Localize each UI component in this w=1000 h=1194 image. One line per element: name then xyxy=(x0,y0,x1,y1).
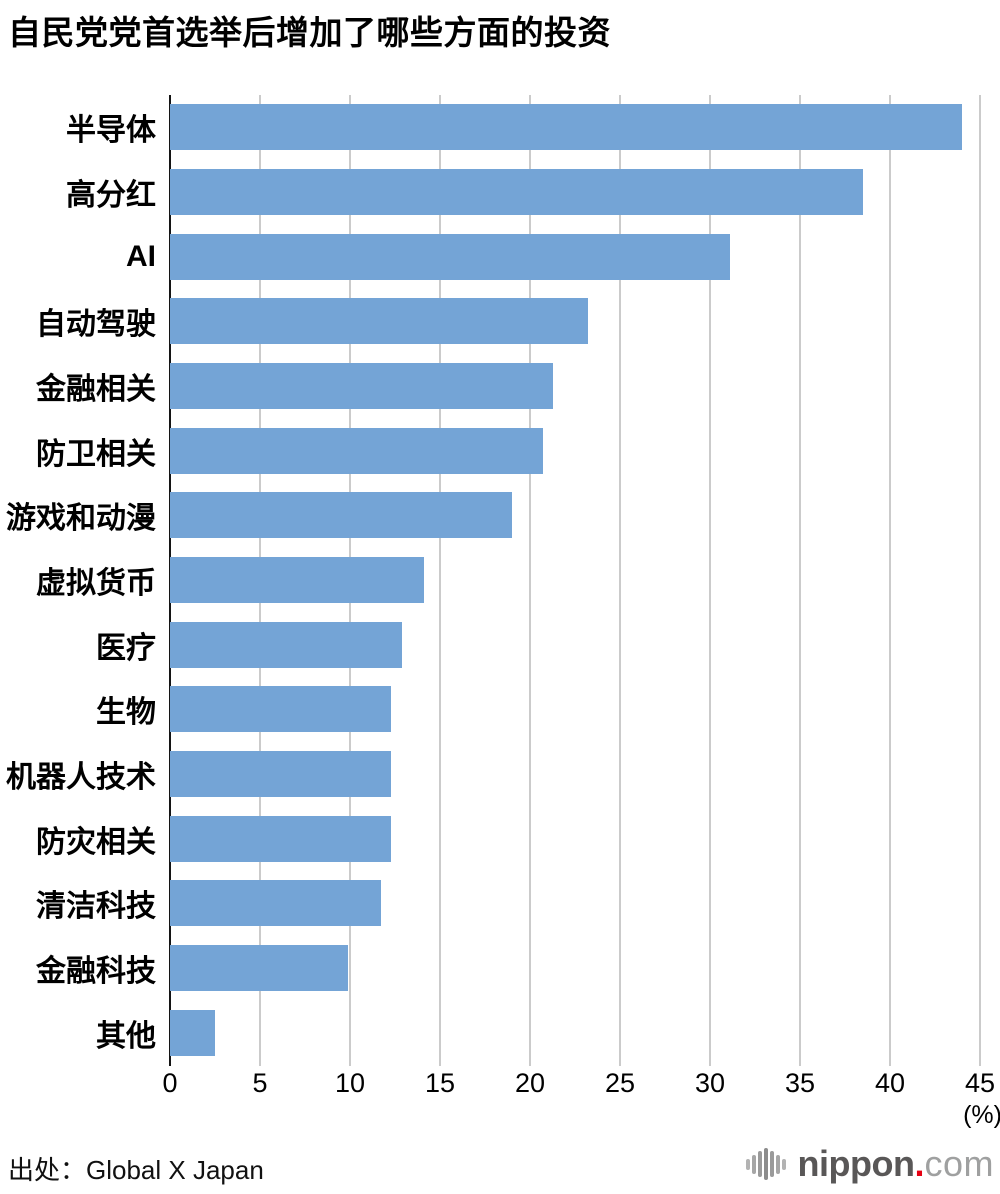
x-tick-label: 5 xyxy=(252,1068,268,1098)
category-label: 其他 xyxy=(96,1019,156,1053)
nippon-logo: nippon.com xyxy=(745,1146,994,1182)
bar xyxy=(170,751,392,798)
category-label: 高分红 xyxy=(66,179,156,212)
category-label: AI xyxy=(126,239,156,273)
bar xyxy=(170,880,381,927)
x-tick-label: 35 xyxy=(784,1068,816,1098)
x-tick-label: 25 xyxy=(604,1068,636,1098)
bar-row: 金融科技 xyxy=(0,936,1000,1001)
gridline xyxy=(708,95,711,1066)
category-label: 防卫相关 xyxy=(36,437,156,471)
logo-text-dot: . xyxy=(914,1143,925,1184)
bar-row: 自动驾驶 xyxy=(0,289,1000,354)
category-label: 机器人技术 xyxy=(6,761,156,795)
bar-row: 其他 xyxy=(0,1000,1000,1065)
bar xyxy=(170,557,424,604)
gridline xyxy=(889,95,891,1066)
bar xyxy=(170,233,730,280)
bar-row: 游戏和动漫 xyxy=(0,483,1000,548)
bar-row: 生物 xyxy=(0,677,1000,742)
bar xyxy=(170,1009,215,1056)
bar xyxy=(170,621,403,668)
nippon-logo-icon xyxy=(745,1146,786,1182)
bar-track xyxy=(170,751,980,798)
bar-track xyxy=(170,1009,980,1056)
x-tick-label: 45 xyxy=(964,1068,996,1098)
x-tick-label: 0 xyxy=(162,1068,178,1098)
bar xyxy=(170,686,392,733)
nippon-logo-text: nippon.com xyxy=(798,1146,994,1182)
bar xyxy=(170,169,863,215)
source-note: 出处：Global X Japan xyxy=(8,1155,264,1185)
logo-text-com: com xyxy=(924,1143,994,1184)
category-label: 清洁科技 xyxy=(36,890,156,924)
bar-row: AI xyxy=(0,224,1000,289)
bar-rows: 半导体高分红 AI 自动驾驶金融相关防卫相关游戏和动漫虚拟货币医疗生物机器人技术防灾… xyxy=(0,95,1000,1065)
bar-track xyxy=(170,686,980,733)
gridline xyxy=(529,95,531,1066)
gridline xyxy=(979,95,981,1066)
bar-row: 金融相关 xyxy=(0,354,1000,419)
bar-row: 防卫相关 xyxy=(0,418,1000,483)
bar xyxy=(170,427,543,474)
chart-title: 自民党党首选举后增加了哪些方面的投资 xyxy=(8,14,611,51)
gridline xyxy=(438,95,441,1066)
bar-row: 医疗 xyxy=(0,612,1000,677)
gridline xyxy=(799,95,801,1066)
category-label: 金融科技 xyxy=(36,955,156,989)
category-label: 游戏和动漫 xyxy=(6,502,156,536)
bar-row: 机器人技术 xyxy=(0,742,1000,807)
x-tick-label: 30 xyxy=(694,1068,726,1098)
bar-track xyxy=(170,880,980,927)
bar-track xyxy=(170,363,980,410)
logo-text-nippon: nippon xyxy=(797,1143,915,1184)
category-label: 虚拟货币 xyxy=(36,567,156,601)
bar-row: 清洁科技 xyxy=(0,871,1000,936)
bar-row: 虚拟货币 xyxy=(0,548,1000,613)
bar xyxy=(170,363,554,410)
bar-track xyxy=(170,104,980,151)
bar xyxy=(170,492,512,539)
bar xyxy=(170,298,588,345)
bar-track xyxy=(170,169,980,215)
gridline xyxy=(619,95,621,1066)
bar-track xyxy=(170,233,980,280)
category-label: 金融相关 xyxy=(36,373,156,407)
bar-track xyxy=(170,557,980,604)
x-tick-label: 20 xyxy=(514,1068,546,1098)
bar-track xyxy=(170,298,980,345)
category-label: 自动驾驶 xyxy=(36,308,156,342)
bar-track xyxy=(170,492,980,539)
bar-track xyxy=(170,945,980,992)
category-label: 医疗 xyxy=(96,631,156,665)
category-label: 防灾相关 xyxy=(36,825,156,859)
bar-track xyxy=(170,815,980,862)
bar xyxy=(170,815,392,862)
bar-row: 防灾相关 xyxy=(0,806,1000,871)
category-label: 生物 xyxy=(96,696,156,730)
bar xyxy=(170,104,962,151)
x-tick-label: 15 xyxy=(424,1068,456,1098)
bar-track xyxy=(170,427,980,474)
x-tick-label: 40 xyxy=(874,1068,906,1098)
x-tick-label: 10 xyxy=(334,1068,366,1098)
bar-row: 半导体 xyxy=(0,95,1000,160)
bar-row: 高分红 xyxy=(0,160,1000,225)
category-label: 半导体 xyxy=(66,114,156,148)
x-axis-ticks: 0 5 10 15 20 25 30 35 40 45 xyxy=(162,1068,995,1100)
bar xyxy=(170,945,349,992)
x-axis-unit-label: (%) xyxy=(963,1101,1000,1129)
bar-track xyxy=(170,621,980,668)
